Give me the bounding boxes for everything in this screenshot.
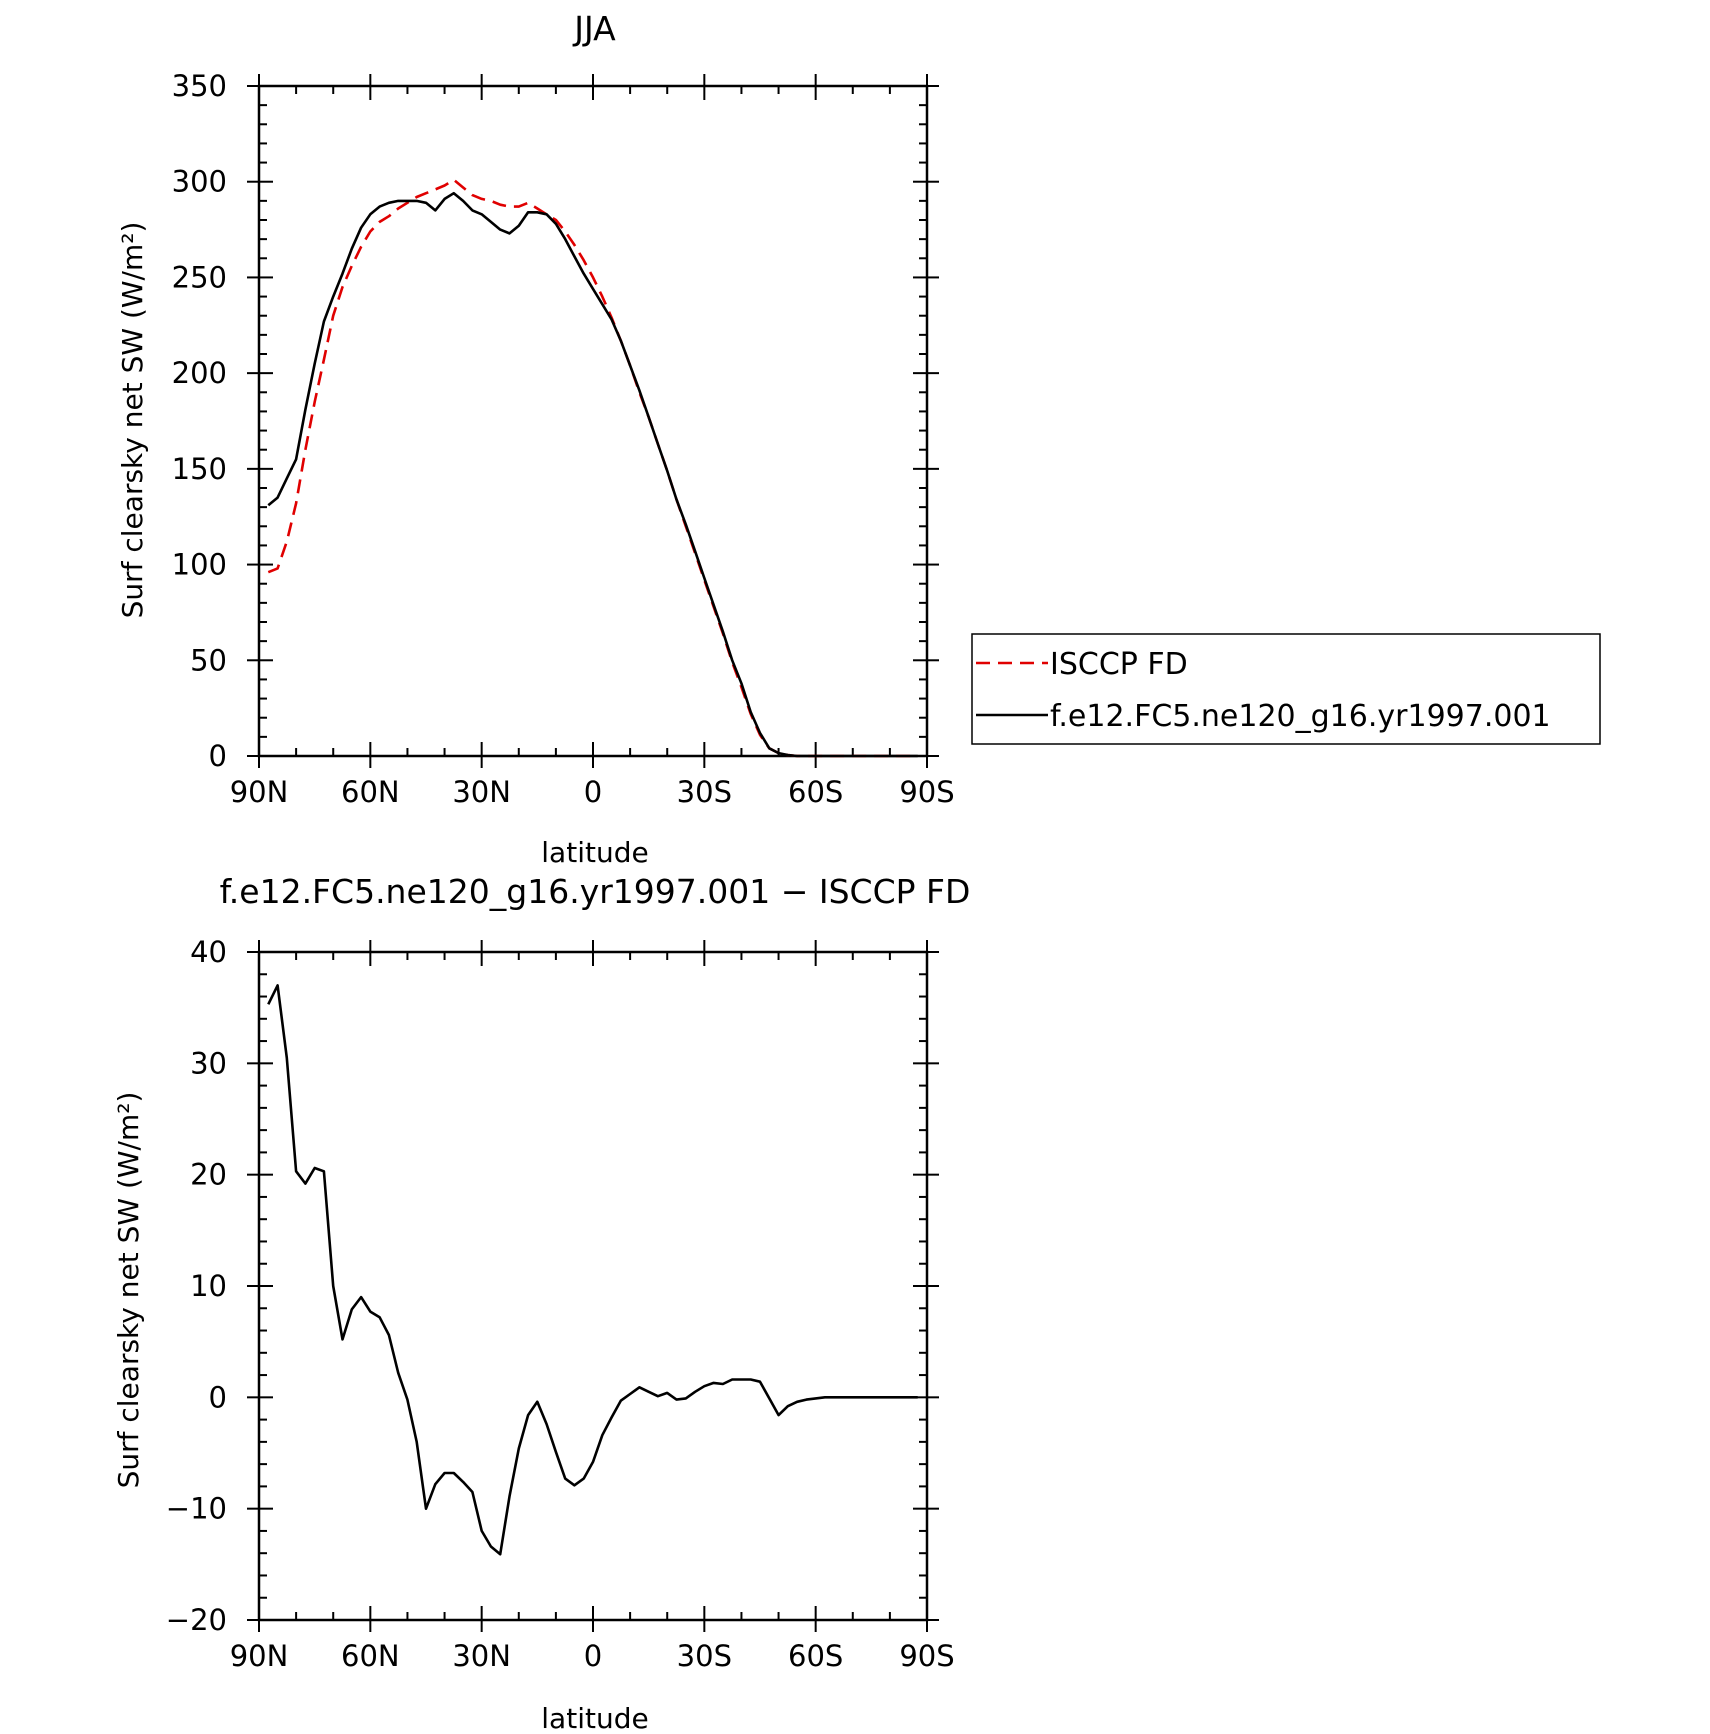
x-tick-label: 0 xyxy=(584,775,602,809)
x-tick-label: 60N xyxy=(341,1639,400,1673)
bottom-panel: f.e12.FC5.ne120_g16.yr1997.001 − ISCCP F… xyxy=(112,872,970,1734)
x-tick-label: 90N xyxy=(230,1639,289,1673)
series-lines xyxy=(267,178,918,758)
top-panel: JJA 0 50 100 150 200 250 300 350 90N 60N 30N 0 30S 6… xyxy=(116,9,955,869)
legend: ISCCP FD f.e12.FC5.ne120_g16.yr1997.001 xyxy=(971,633,1601,745)
x-tick-label: 30S xyxy=(677,775,732,809)
x-tick-label: 30S xyxy=(677,1639,732,1673)
chart-title: JJA xyxy=(572,9,616,48)
x-tick-label: 90N xyxy=(230,775,289,809)
y-axis-label: Surf clearsky net SW (W/m²) xyxy=(116,222,149,619)
x-axis-label: latitude xyxy=(541,836,648,869)
plot-border xyxy=(257,84,929,758)
y-tick-label: −10 xyxy=(166,1492,227,1526)
series-line-0 xyxy=(267,984,918,1556)
x-tick-label: 60N xyxy=(341,775,400,809)
y-tick-label: 100 xyxy=(172,548,227,582)
y-tick-label: 10 xyxy=(190,1269,227,1303)
series-lines xyxy=(267,984,918,1556)
y-tick-label: 50 xyxy=(190,643,227,677)
y-tick-label: 300 xyxy=(172,165,227,199)
x-tick-label: 90S xyxy=(899,1639,954,1673)
x-tick-label: 60S xyxy=(788,775,843,809)
y-tick-label: 30 xyxy=(190,1046,227,1080)
y-tick-label: 0 xyxy=(209,1380,227,1414)
y-tick-labels: 0 50 100 150 200 250 300 350 xyxy=(172,69,227,773)
x-tick-label: 60S xyxy=(788,1639,843,1673)
y-tick-label: 200 xyxy=(172,356,227,390)
chart-title: f.e12.FC5.ne120_g16.yr1997.001 − ISCCP F… xyxy=(220,872,971,911)
y-tick-label: 250 xyxy=(172,260,227,294)
x-axis-label: latitude xyxy=(541,1702,648,1734)
legend-label-isccp: ISCCP FD xyxy=(1050,647,1188,682)
x-tick-labels: 90N 60N 30N 0 30S 60S 90S xyxy=(230,775,955,809)
x-tick-labels: 90N 60N 30N 0 30S 60S 90S xyxy=(230,1639,955,1673)
x-tick-label: 90S xyxy=(899,775,954,809)
plot-frame xyxy=(247,74,939,768)
series-line-1 xyxy=(267,191,918,758)
x-tick-label: 30N xyxy=(452,1639,511,1673)
plot-border xyxy=(257,950,929,1622)
legend-label-model: f.e12.FC5.ne120_g16.yr1997.001 xyxy=(1050,699,1551,734)
y-tick-label: 150 xyxy=(172,452,227,486)
series-line-0 xyxy=(267,178,918,758)
y-tick-label: 40 xyxy=(190,935,227,969)
plot-frame xyxy=(247,940,939,1632)
y-tick-label: −20 xyxy=(166,1603,227,1637)
y-tick-label: 20 xyxy=(190,1158,227,1192)
y-tick-labels: −20 −10 0 10 20 30 40 xyxy=(166,935,227,1637)
y-axis-label: Surf clearsky net SW (W/m²) xyxy=(112,1092,145,1489)
legend-box xyxy=(971,633,1601,745)
y-tick-label: 0 xyxy=(209,739,227,773)
y-tick-label: 350 xyxy=(172,69,227,103)
x-tick-label: 0 xyxy=(584,1639,602,1673)
x-tick-label: 30N xyxy=(452,775,511,809)
